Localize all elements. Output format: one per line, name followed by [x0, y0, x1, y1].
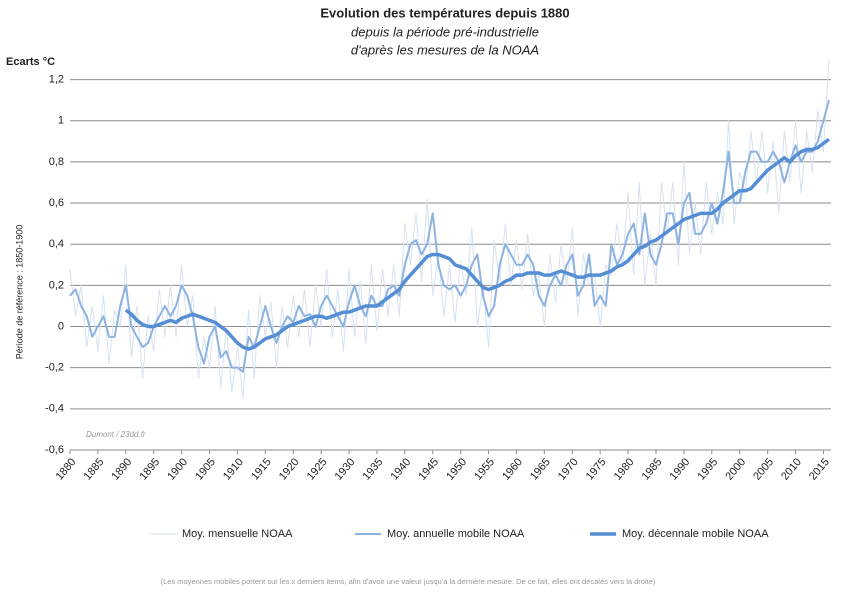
x-tick-label: 2000 [723, 456, 748, 482]
y-tick-label: 0,2 [49, 279, 64, 291]
x-tick-label: 1880 [54, 456, 79, 482]
x-tick-label: 1930 [333, 456, 358, 482]
y-tick-label: 0 [58, 320, 64, 332]
x-tick-label: 1905 [193, 456, 218, 482]
x-tick-label: 1895 [137, 456, 162, 482]
footnote: (Les moyennes mobiles portent sur les x … [161, 577, 656, 586]
x-tick-label: 2005 [751, 456, 776, 482]
y-tick-label: 1,2 [49, 73, 64, 85]
x-tick-label: 1995 [695, 456, 720, 482]
x-tick-label: 1935 [361, 456, 386, 482]
chart-title: Evolution des températures depuis 1880 [320, 5, 569, 20]
x-tick-label: 1990 [667, 456, 692, 482]
x-tick-label: 1960 [500, 456, 525, 482]
x-tick-label: 1945 [416, 456, 441, 482]
y-tick-label: -0,4 [45, 403, 64, 415]
x-tick-label: 1900 [165, 456, 190, 482]
x-tick-label: 1975 [584, 456, 609, 482]
x-tick-label: 1970 [556, 456, 581, 482]
legend-label: Moy. mensuelle NOAA [182, 528, 293, 540]
x-tick-label: 1955 [472, 456, 497, 482]
x-tick-label: 1925 [305, 456, 330, 482]
y-tick-label: 1 [58, 115, 64, 127]
x-tick-label: 1985 [640, 456, 665, 482]
x-tick-label: 1885 [81, 456, 106, 482]
watermark: Dumont / 23dd.fr [86, 430, 146, 439]
line-series [69, 99, 830, 373]
y-tick-label: 0,8 [49, 156, 64, 168]
x-tick-label: 1920 [277, 456, 302, 482]
x-tick-label: 1980 [612, 456, 637, 482]
x-tick-label: 1965 [528, 456, 553, 482]
x-tick-label: 1890 [109, 456, 134, 482]
x-tick-label: 1910 [221, 456, 246, 482]
x-tick-label: 1950 [444, 456, 469, 482]
chart-subtitle: depuis la période pré-industrielle [351, 24, 539, 39]
y-tick-label: -0,2 [45, 362, 64, 374]
x-tick-label: 1940 [388, 456, 413, 482]
chart-subtitle: d'après les mesures de la NOAA [351, 42, 539, 57]
legend-label: Moy. décennale mobile NOAA [622, 528, 769, 540]
line-series [124, 137, 831, 351]
x-tick-label: 2010 [779, 456, 804, 482]
line-series [69, 58, 830, 400]
y-tick-label: -0,6 [45, 444, 64, 456]
y-unit-label: Ecarts °C [6, 56, 55, 68]
x-tick-label: 2015 [807, 456, 832, 482]
y-tick-label: 0,4 [49, 238, 64, 250]
y-axis-label: Période de référence : 1850-1900 [14, 225, 24, 360]
x-tick-label: 1915 [249, 456, 274, 482]
y-tick-label: 0,6 [49, 197, 64, 209]
legend-label: Moy. annuelle mobile NOAA [387, 528, 525, 540]
